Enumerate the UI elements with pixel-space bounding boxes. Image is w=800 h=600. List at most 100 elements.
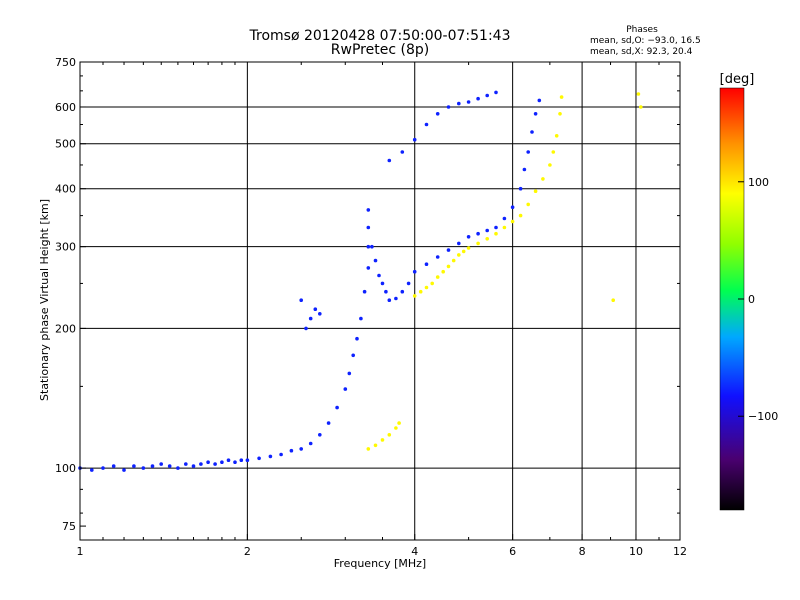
grid-layer <box>80 62 680 540</box>
o-mode-point <box>184 462 188 466</box>
o-mode-point <box>335 405 339 410</box>
x-mode-point <box>533 189 538 193</box>
o-mode-point <box>343 387 348 391</box>
o-mode-point <box>176 466 180 470</box>
o-mode-point <box>412 137 417 142</box>
o-mode-point <box>308 441 313 446</box>
x-mode-point <box>366 447 371 451</box>
o-mode-point <box>380 281 385 286</box>
x-axis-label: Frequency [MHz] <box>334 557 426 570</box>
colorbar-tick-label: −100 <box>748 410 778 423</box>
o-mode-point <box>377 273 381 278</box>
x-mode-point <box>457 253 461 257</box>
x-mode-point <box>559 95 564 99</box>
o-mode-point <box>412 269 417 274</box>
x-mode-point <box>494 231 498 236</box>
chart-title: Tromsø 20120428 07:50:00-07:51:43 <box>249 28 511 44</box>
o-mode-point <box>522 167 527 172</box>
o-mode-point <box>101 466 105 470</box>
x-mode-point <box>380 438 385 442</box>
o-mode-point <box>400 289 405 294</box>
o-mode-point <box>518 186 523 191</box>
o-mode-point <box>424 262 429 267</box>
stats-o-mode: mean, sd,O: −93.0, 16.5 <box>590 36 701 46</box>
o-mode-point <box>150 464 155 468</box>
o-mode-point <box>359 316 363 321</box>
o-mode-point <box>213 462 217 466</box>
stats-heading: Phases <box>626 25 658 35</box>
o-mode-point <box>167 464 172 468</box>
o-mode-point <box>530 130 534 134</box>
o-mode-point <box>366 266 371 270</box>
x-mode-point <box>424 285 429 290</box>
o-mode-point <box>387 298 392 303</box>
o-mode-point <box>510 205 515 209</box>
x-mode-point <box>502 225 507 230</box>
x-mode-point <box>387 433 392 437</box>
colorbar-ticks: 100 0 −100 <box>738 176 778 423</box>
o-mode-point <box>279 452 283 457</box>
y-tick-label: 500 <box>55 138 76 151</box>
x-mode-point <box>636 92 641 96</box>
y-axis-label: Stationary phase Virtual Height [km] <box>38 199 51 401</box>
x-tick-label: 12 <box>673 545 687 558</box>
x-tick-label: 1 <box>77 545 84 558</box>
o-mode-point <box>355 336 359 341</box>
o-mode-point <box>446 248 451 252</box>
o-mode-point <box>141 466 146 470</box>
x-mode-point <box>548 163 552 167</box>
x-mode-point <box>446 264 451 269</box>
o-mode-point <box>206 460 210 465</box>
o-mode-point <box>239 458 244 463</box>
o-mode-point <box>268 454 273 459</box>
o-mode-point <box>362 289 367 294</box>
x-mode-point <box>551 150 556 154</box>
o-mode-point <box>457 101 461 106</box>
x-mode-point <box>430 281 435 286</box>
o-mode-point <box>159 462 163 466</box>
o-mode-point <box>526 150 530 154</box>
o-mode-point <box>406 281 411 286</box>
x-mode-point <box>397 421 401 425</box>
o-mode-point <box>226 458 231 463</box>
o-mode-point <box>199 462 203 466</box>
stats-x-mode: mean, sd,X: 92.3, 20.4 <box>590 47 693 57</box>
x-tick-label: 8 <box>579 545 586 558</box>
o-mode-point <box>466 100 471 104</box>
o-mode-point <box>220 460 224 465</box>
o-mode-point <box>233 460 237 465</box>
o-mode-point <box>384 289 388 294</box>
y-tick-label: 75 <box>62 520 76 533</box>
x-mode-point <box>554 134 559 138</box>
x-tick-label: 6 <box>509 545 516 558</box>
o-mode-point <box>537 98 542 103</box>
y-tick-label: 300 <box>55 241 76 254</box>
o-mode-point <box>476 96 480 101</box>
o-mode-point <box>485 228 490 233</box>
o-mode-point <box>313 307 318 312</box>
o-mode-point <box>326 421 331 425</box>
x-mode-point <box>541 177 545 181</box>
o-mode-point <box>289 448 294 453</box>
o-mode-point <box>132 464 136 468</box>
x-mode-point <box>418 289 423 294</box>
y-tick-label: 100 <box>55 462 76 475</box>
o-mode-point <box>318 433 322 437</box>
o-mode-point <box>366 208 371 212</box>
x-mode-point <box>518 213 523 218</box>
o-mode-point <box>476 231 480 236</box>
o-mode-point <box>90 468 94 472</box>
chart-subtitle: RwPretec (8p) <box>331 42 429 58</box>
x-mode-point <box>394 426 398 430</box>
o-mode-point <box>299 298 304 303</box>
colorbar-tick-label: 100 <box>748 176 769 189</box>
x-mode-point <box>558 112 562 116</box>
o-mode-point <box>466 235 471 239</box>
o-mode-point <box>424 122 429 127</box>
plot-frame <box>79 61 681 541</box>
o-mode-point <box>435 112 440 116</box>
o-mode-point <box>299 447 304 451</box>
o-mode-point <box>394 296 398 301</box>
